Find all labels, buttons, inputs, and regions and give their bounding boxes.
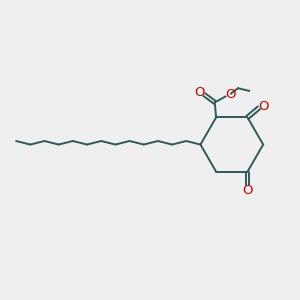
- Text: O: O: [225, 88, 236, 101]
- Text: O: O: [194, 86, 205, 99]
- Text: O: O: [242, 184, 253, 197]
- Text: O: O: [258, 100, 269, 113]
